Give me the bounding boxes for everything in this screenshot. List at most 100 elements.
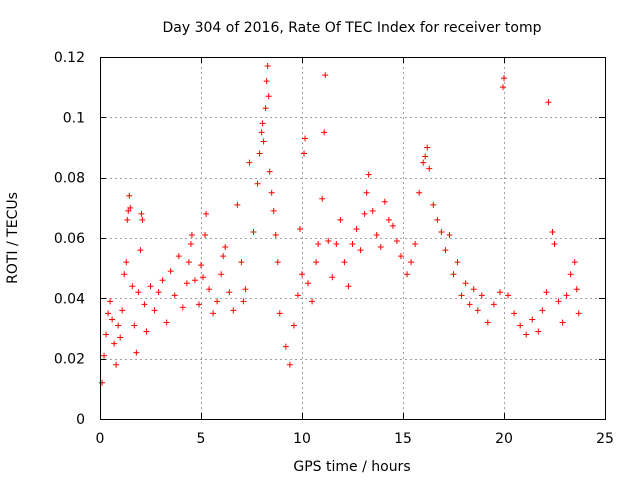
data-point	[309, 298, 316, 305]
data-point	[111, 340, 118, 347]
data-point	[242, 286, 249, 293]
data-point	[573, 286, 580, 293]
data-point	[361, 210, 368, 217]
data-point	[143, 328, 150, 335]
y-tick-label: 0.02	[54, 352, 85, 368]
y-axis-label: ROTI / TECUs	[5, 192, 21, 284]
data-point	[265, 93, 272, 100]
chart-title: Day 304 of 2016, Rate Of TEC Index for r…	[163, 20, 542, 36]
data-point	[254, 180, 261, 187]
data-point	[505, 292, 512, 299]
data-point	[191, 277, 198, 284]
data-point	[315, 241, 322, 248]
data-point	[263, 78, 270, 85]
data-point	[121, 271, 128, 278]
data-point	[129, 283, 136, 290]
data-point	[188, 231, 195, 238]
data-point	[107, 298, 114, 305]
x-axis-label: GPS time / hours	[293, 459, 410, 475]
data-point	[511, 310, 518, 317]
data-point	[126, 192, 133, 199]
data-points	[99, 63, 582, 386]
data-point	[101, 352, 108, 359]
grid-lines	[100, 57, 605, 419]
data-point	[294, 292, 301, 299]
data-point	[349, 241, 356, 248]
data-point	[286, 361, 293, 368]
y-tick-labels: 0 0.02 0.04 0.06 0.08 0.1 0.12	[54, 50, 85, 428]
data-point	[412, 241, 419, 248]
data-point	[206, 286, 213, 293]
data-point	[458, 292, 465, 299]
data-point	[133, 349, 140, 356]
y-tick-label: 0.04	[54, 291, 85, 307]
data-point	[147, 283, 154, 290]
data-point	[454, 259, 461, 266]
data-point	[490, 301, 497, 308]
data-point	[290, 322, 297, 329]
data-point	[259, 120, 266, 127]
data-point	[155, 289, 162, 296]
data-point	[268, 189, 275, 196]
data-point	[123, 259, 130, 266]
data-point	[555, 298, 562, 305]
data-point	[325, 238, 332, 245]
data-point	[222, 244, 229, 251]
data-point	[499, 84, 506, 91]
data-point	[442, 247, 449, 254]
data-point	[195, 301, 202, 308]
y-tick-label: 0	[76, 412, 85, 428]
data-point	[198, 262, 204, 269]
data-point	[272, 231, 279, 238]
data-point	[478, 292, 485, 299]
data-point	[462, 280, 469, 287]
data-point	[567, 271, 574, 278]
data-point	[124, 216, 131, 223]
data-point	[313, 259, 320, 266]
x-tick-labels: 0 5 10 15 20 25	[96, 431, 614, 447]
data-point	[501, 75, 507, 82]
data-point	[163, 319, 170, 326]
x-tick-label: 15	[394, 431, 412, 447]
data-point	[258, 129, 265, 136]
data-point	[270, 207, 277, 214]
data-point	[230, 307, 237, 314]
data-point	[187, 241, 194, 248]
data-point	[214, 298, 221, 305]
data-point	[545, 99, 552, 106]
data-point	[167, 268, 174, 275]
data-point	[551, 241, 558, 248]
data-point	[210, 310, 217, 317]
data-point	[175, 253, 182, 260]
data-point	[543, 289, 550, 296]
data-point	[329, 274, 336, 281]
data-point	[274, 259, 281, 266]
data-point	[185, 259, 192, 266]
data-point	[420, 159, 427, 166]
y-tick-label: 0.08	[54, 171, 85, 187]
data-point	[337, 216, 344, 223]
data-point	[450, 271, 457, 278]
x-tick-label: 20	[495, 431, 513, 447]
data-point	[246, 159, 253, 166]
data-point	[381, 198, 388, 205]
data-point	[238, 259, 245, 266]
data-point	[305, 280, 312, 287]
data-point	[363, 189, 370, 196]
data-point	[474, 307, 481, 314]
data-point	[424, 144, 431, 151]
data-point	[535, 328, 542, 335]
data-point	[179, 304, 186, 311]
data-point	[105, 310, 112, 317]
y-tick-label: 0.06	[54, 231, 85, 247]
data-point	[393, 238, 400, 245]
data-point	[141, 301, 148, 308]
data-point	[357, 247, 364, 254]
data-point	[99, 379, 106, 386]
y-tick-label: 0.1	[63, 110, 85, 126]
data-point	[571, 259, 578, 266]
data-point	[250, 228, 257, 235]
x-tick-label: 25	[596, 431, 614, 447]
data-point	[408, 259, 415, 266]
data-point	[139, 216, 146, 223]
